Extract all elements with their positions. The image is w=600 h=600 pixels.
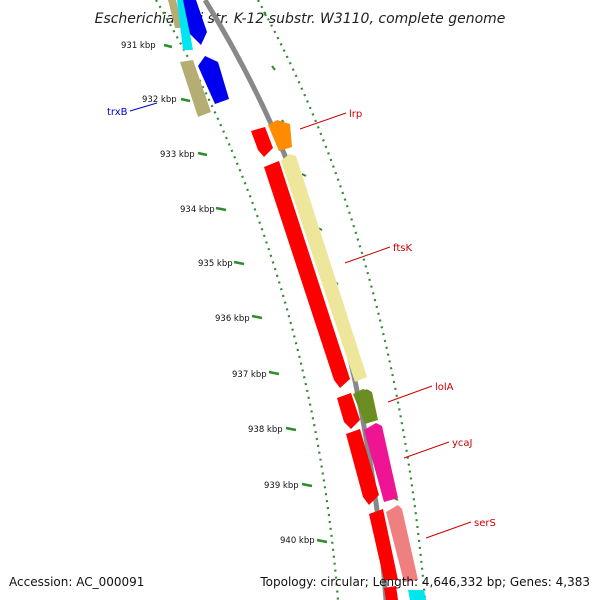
gene-feature-green-lolA[interactable] <box>353 389 378 424</box>
gene-label-ftsK[interactable]: ftsK <box>393 243 412 254</box>
gene-label-serS[interactable]: serS <box>474 518 496 529</box>
gene-feature-blue-2[interactable] <box>198 56 229 104</box>
gene-feature-magenta-ycaJ[interactable] <box>364 423 398 502</box>
gene-feature-red-long[interactable] <box>264 161 350 388</box>
map-title: Escherichia coli str. K-12 substr. W3110… <box>95 11 506 27</box>
gene-feature-red-ycaJ[interactable] <box>346 429 379 505</box>
gene-feature-red-lolA[interactable] <box>337 393 360 429</box>
tick-label: 932 kbp <box>142 95 177 105</box>
accession-text: Accession: AC_000091 <box>9 575 144 589</box>
gene-feature-orange[interactable] <box>268 120 292 151</box>
gene-feature-olive-trxB[interactable] <box>180 60 211 117</box>
tick-label: 938 kbp <box>248 425 283 435</box>
genome-backbone <box>202 0 389 600</box>
gene-feature-red[interactable] <box>251 127 273 157</box>
gene-label-lolA[interactable]: lolA <box>435 382 454 393</box>
gene-feature-blue[interactable] <box>183 0 207 45</box>
gene-feature-salmon-serS[interactable] <box>386 505 418 582</box>
gene-feature-cyan-end[interactable] <box>408 590 426 600</box>
gene-labels: trxB lrp ftsK lolA ycaJ serS <box>107 107 496 529</box>
tick-label: 935 kbp <box>198 259 233 269</box>
inner-scale-ticks <box>163 43 328 544</box>
gene-feature-olive[interactable] <box>168 0 183 28</box>
tick-label: 934 kbp <box>180 205 215 215</box>
outer-ring-features <box>183 0 426 600</box>
gene-label-trxB[interactable]: trxB <box>107 107 128 118</box>
tick-label: 939 kbp <box>264 481 299 491</box>
tick-label: 931 kbp <box>121 41 156 51</box>
gene-leaders <box>129 102 472 539</box>
gene-feature-cyan[interactable] <box>177 0 193 50</box>
gene-feature-red-serS[interactable] <box>369 509 398 580</box>
genome-summary-text: Topology: circular; Length: 4,646,332 bp… <box>259 575 590 589</box>
gene-label-ycaJ[interactable]: ycaJ <box>452 438 473 449</box>
tick-labels: 931 kbp 932 kbp 933 kbp 934 kbp 935 kbp … <box>121 41 315 546</box>
gene-feature-red-end[interactable] <box>384 586 398 600</box>
tick-label: 933 kbp <box>160 150 195 160</box>
tick-label: 940 kbp <box>280 536 315 546</box>
gene-feature-khaki-ftsK[interactable] <box>281 154 367 382</box>
inner-ring-features <box>168 0 398 600</box>
gene-label-lrp[interactable]: lrp <box>349 109 362 120</box>
tick-label: 936 kbp <box>215 314 250 324</box>
tick-label: 937 kbp <box>232 370 267 380</box>
